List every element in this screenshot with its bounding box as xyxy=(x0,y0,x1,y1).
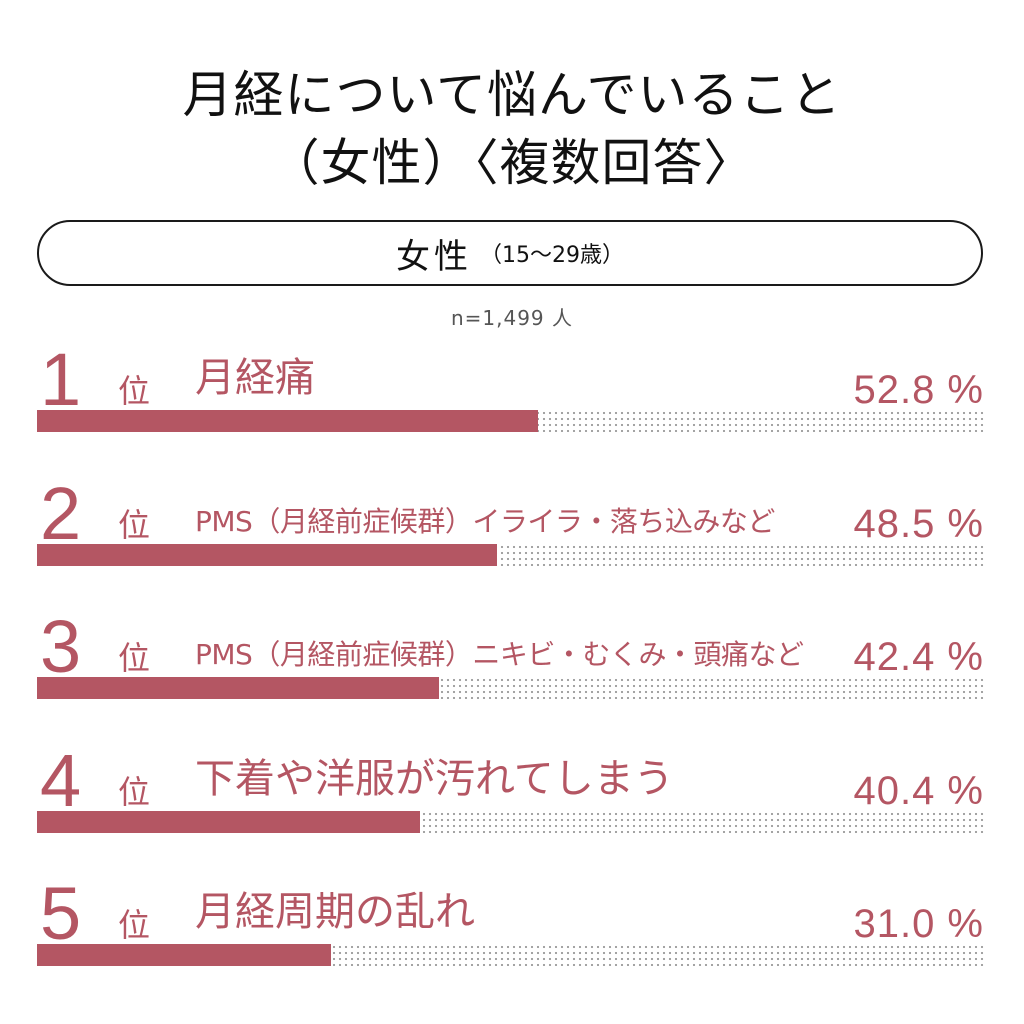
rank-number: 4 xyxy=(40,739,82,822)
group-label: 女性 xyxy=(396,236,472,277)
rank-suffix: 位 xyxy=(118,372,151,410)
percentage-label: 52.8 % xyxy=(853,368,984,412)
bar-fill xyxy=(37,410,538,432)
category-label: 月経周期の乱れ xyxy=(195,889,475,935)
category-label: PMS（月経前症候群）ニキビ・むくみ・頭痛など xyxy=(195,638,804,671)
group-header-pill: 女性 （15〜29歳） xyxy=(37,220,983,286)
group-age-range: （15〜29歳） xyxy=(480,243,624,268)
percentage-label: 31.0 % xyxy=(853,902,984,946)
bar-fill xyxy=(37,811,420,833)
ranking-row-2: 2 位 PMS（月経前症候群）イライラ・落ち込みなど 48.5 % xyxy=(0,474,1024,604)
rank-number: 2 xyxy=(40,472,82,555)
rank-number: 1 xyxy=(40,338,82,421)
ranking-row-5: 5 位 月経周期の乱れ 31.0 % xyxy=(0,874,1024,1004)
rank-suffix: 位 xyxy=(118,773,151,811)
category-label: 月経痛 xyxy=(195,355,315,401)
rank-suffix: 位 xyxy=(118,506,151,544)
bar-fill xyxy=(37,944,331,966)
ranking-row-1: 1 位 月経痛 52.8 % xyxy=(0,340,1024,470)
percentage-label: 48.5 % xyxy=(853,502,984,546)
chart-title-line1: 月経について悩んでいること xyxy=(182,66,842,124)
percentage-label: 42.4 % xyxy=(853,635,984,679)
rank-number: 3 xyxy=(40,605,82,688)
chart-title-line2: （女性）〈複数回答〉 xyxy=(269,134,755,192)
percentage-label: 40.4 % xyxy=(853,769,984,813)
rank-suffix: 位 xyxy=(118,906,151,944)
rank-suffix: 位 xyxy=(118,639,151,677)
rank-number: 5 xyxy=(40,872,82,955)
ranking-row-4: 4 位 下着や洋服が汚れてしまう 40.4 % xyxy=(0,741,1024,871)
bar-fill xyxy=(37,544,497,566)
ranking-row-3: 3 位 PMS（月経前症候群）ニキビ・むくみ・頭痛など 42.4 % xyxy=(0,607,1024,737)
sample-size: n=1,499 人 xyxy=(450,306,574,330)
category-label: PMS（月経前症候群）イライラ・落ち込みなど xyxy=(195,505,775,538)
category-label: 下着や洋服が汚れてしまう xyxy=(195,756,674,802)
bar-fill xyxy=(37,677,439,699)
